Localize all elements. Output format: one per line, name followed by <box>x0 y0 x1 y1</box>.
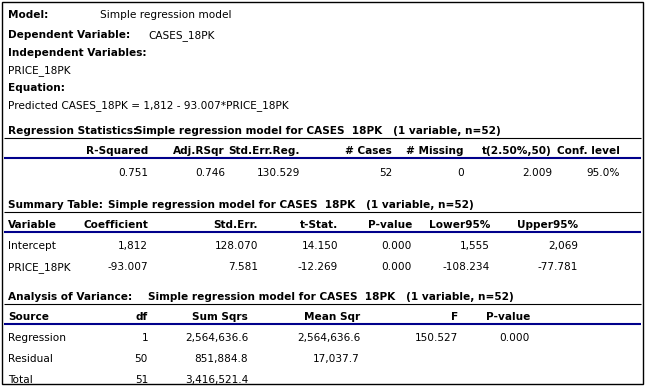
Text: Equation:: Equation: <box>8 83 65 93</box>
Text: 0: 0 <box>457 168 464 178</box>
Text: PRICE_18PK: PRICE_18PK <box>8 65 70 76</box>
Text: 2.009: 2.009 <box>522 168 552 178</box>
Text: -12.269: -12.269 <box>298 262 338 272</box>
Text: # Missing: # Missing <box>406 146 464 156</box>
Text: 51: 51 <box>135 375 148 385</box>
Text: Predicted CASES_18PK = 1,812 - 93.007*PRICE_18PK: Predicted CASES_18PK = 1,812 - 93.007*PR… <box>8 100 289 111</box>
Text: Model:: Model: <box>8 10 48 20</box>
Text: 150.527: 150.527 <box>415 333 458 343</box>
Text: 0.000: 0.000 <box>382 262 412 272</box>
Text: CASES_18PK: CASES_18PK <box>148 30 215 41</box>
Text: t(2.50%,50): t(2.50%,50) <box>482 146 552 156</box>
Text: Total: Total <box>8 375 33 385</box>
Text: 851,884.8: 851,884.8 <box>194 354 248 364</box>
Text: Source: Source <box>8 312 49 322</box>
Text: Sum Sqrs: Sum Sqrs <box>192 312 248 322</box>
Text: Regression Statistics:: Regression Statistics: <box>8 126 137 136</box>
Text: Dependent Variable:: Dependent Variable: <box>8 30 130 40</box>
Text: t-Stat.: t-Stat. <box>300 220 338 230</box>
Text: 2,564,636.6: 2,564,636.6 <box>297 333 360 343</box>
Text: Simple regression model for CASES  18PK   (1 variable, n=52): Simple regression model for CASES 18PK (… <box>135 126 501 136</box>
Text: -77.781: -77.781 <box>538 262 578 272</box>
Text: R-Squared: R-Squared <box>86 146 148 156</box>
Text: 2,069: 2,069 <box>548 241 578 251</box>
Text: 0.746: 0.746 <box>195 168 225 178</box>
Text: 95.0%: 95.0% <box>586 168 620 178</box>
Text: Summary Table:: Summary Table: <box>8 200 103 210</box>
Text: 2,564,636.6: 2,564,636.6 <box>184 333 248 343</box>
Text: Regression: Regression <box>8 333 66 343</box>
Text: Lower95%: Lower95% <box>429 220 490 230</box>
Text: -93.007: -93.007 <box>107 262 148 272</box>
Text: 1: 1 <box>141 333 148 343</box>
Text: 0.000: 0.000 <box>382 241 412 251</box>
Text: 1,812: 1,812 <box>118 241 148 251</box>
Text: Mean Sqr: Mean Sqr <box>304 312 360 322</box>
Text: F: F <box>451 312 458 322</box>
Text: Independent Variables:: Independent Variables: <box>8 48 146 58</box>
Text: Intercept: Intercept <box>8 241 56 251</box>
Text: 17,037.7: 17,037.7 <box>313 354 360 364</box>
Text: PRICE_18PK: PRICE_18PK <box>8 262 70 273</box>
Text: 52: 52 <box>379 168 392 178</box>
Text: df: df <box>135 312 148 322</box>
Text: Adj.RSqr: Adj.RSqr <box>174 146 225 156</box>
Text: 14.150: 14.150 <box>301 241 338 251</box>
Text: -108.234: -108.234 <box>442 262 490 272</box>
Text: 130.529: 130.529 <box>257 168 300 178</box>
Text: Variable: Variable <box>8 220 57 230</box>
Text: Std.Err.Reg.: Std.Err.Reg. <box>228 146 300 156</box>
Text: Conf. level: Conf. level <box>557 146 620 156</box>
Text: 50: 50 <box>135 354 148 364</box>
Text: Coefficient: Coefficient <box>83 220 148 230</box>
Text: Upper95%: Upper95% <box>517 220 578 230</box>
Text: 0.000: 0.000 <box>500 333 530 343</box>
Text: P-value: P-value <box>368 220 412 230</box>
Text: Std.Err.: Std.Err. <box>213 220 258 230</box>
Text: 3,416,521.4: 3,416,521.4 <box>184 375 248 385</box>
Text: P-value: P-value <box>486 312 530 322</box>
Text: 1,555: 1,555 <box>460 241 490 251</box>
Text: 7.581: 7.581 <box>228 262 258 272</box>
Text: Simple regression model for CASES  18PK   (1 variable, n=52): Simple regression model for CASES 18PK (… <box>148 292 514 302</box>
Text: Residual: Residual <box>8 354 53 364</box>
Text: Simple regression model: Simple regression model <box>100 10 232 20</box>
Text: Analysis of Variance:: Analysis of Variance: <box>8 292 132 302</box>
Text: 0.751: 0.751 <box>118 168 148 178</box>
Text: # Cases: # Cases <box>345 146 392 156</box>
Text: 128.070: 128.070 <box>215 241 258 251</box>
Text: Simple regression model for CASES  18PK   (1 variable, n=52): Simple regression model for CASES 18PK (… <box>108 200 473 210</box>
